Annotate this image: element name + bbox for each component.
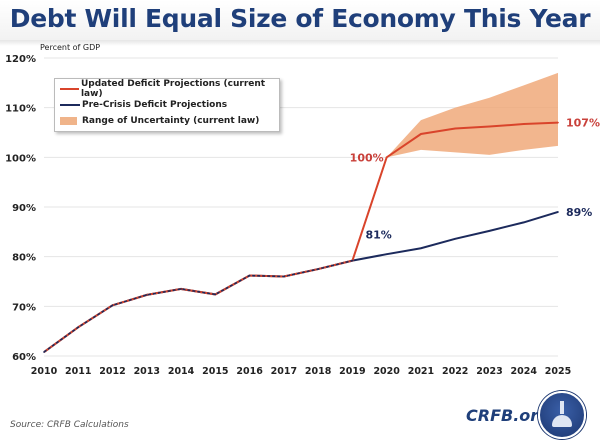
legend: Updated Deficit Projections (current law… <box>54 78 280 132</box>
legend-label-range: Range of Uncertainty (current law) <box>82 116 260 126</box>
legend-label-precrisis: Pre-Crisis Deficit Projections <box>82 100 228 110</box>
point-precrisis-2013 <box>146 294 148 296</box>
x-tick-label: 2015 <box>202 366 228 377</box>
x-tick-label: 2017 <box>271 366 297 377</box>
title-divider <box>0 40 600 46</box>
point-precrisis-2020 <box>385 253 388 255</box>
line-historical-overlap <box>43 259 353 353</box>
y-tick-label: 60% <box>12 352 36 363</box>
point-precrisis-2024 <box>522 221 525 224</box>
data-label-updated-2020: 100% <box>350 151 384 164</box>
x-tick-label: 2022 <box>442 366 468 377</box>
legend-swatch-updated <box>60 88 79 90</box>
y-axis-label: Percent of GDP <box>40 43 101 52</box>
logo-spire <box>560 401 564 414</box>
legend-swatch-precrisis <box>60 104 80 106</box>
point-precrisis-2022 <box>454 237 457 240</box>
y-tick-label: 80% <box>12 253 36 264</box>
chart-title: Debt Will Equal Size of Economy This Yea… <box>0 0 600 40</box>
x-tick-label: 2025 <box>545 366 571 377</box>
x-tick-label: 2011 <box>65 366 91 377</box>
point-updated-2025 <box>557 121 559 124</box>
y-tick-label: 110% <box>5 104 36 115</box>
uncertainty-band <box>386 72 558 158</box>
x-tick-label: 2020 <box>373 366 400 377</box>
data-label-precrisis-2020: 81% <box>365 229 391 242</box>
line-precrisis <box>43 211 559 353</box>
y-tick-label: 90% <box>12 203 36 214</box>
legend-item-precrisis: Pre-Crisis Deficit Projections <box>60 98 227 112</box>
brand-link[interactable]: CRFB.org <box>466 406 550 425</box>
legend-swatch-range <box>60 117 77 125</box>
y-tick-label: 100% <box>5 153 36 164</box>
point-precrisis-2025 <box>557 211 559 213</box>
point-updated-2020 <box>385 156 388 159</box>
legend-item-range: Range of Uncertainty (current law) <box>60 114 259 128</box>
point-updated-2021 <box>420 133 422 135</box>
point-precrisis-2010 <box>43 351 45 353</box>
series-lines <box>43 121 559 353</box>
point-precrisis-2017 <box>283 275 285 278</box>
source-note: Source: CRFB Calculations <box>10 420 129 430</box>
logo-dome <box>552 415 572 427</box>
point-precrisis-2011 <box>77 326 80 328</box>
legend-item-updated: Updated Deficit Projections (current law… <box>60 79 279 99</box>
point-updated-2022 <box>454 127 457 130</box>
point-precrisis-2012 <box>111 304 114 307</box>
x-tick-label: 2018 <box>305 366 332 377</box>
point-updated-2023 <box>488 125 491 128</box>
data-label-precrisis-2025: 89% <box>566 206 592 219</box>
x-tick-label: 2010 <box>31 366 58 377</box>
y-tick-label: 70% <box>12 302 36 313</box>
point-precrisis-2014 <box>180 288 182 290</box>
annotations: 100% 107% 81% 89% <box>350 117 600 242</box>
point-precrisis-2015 <box>214 293 217 296</box>
x-tick-label: 2019 <box>339 366 365 377</box>
point-precrisis-2023 <box>488 230 491 232</box>
x-tick-label: 2013 <box>134 366 160 377</box>
point-precrisis-2016 <box>248 274 251 277</box>
legend-label-updated: Updated Deficit Projections (current law… <box>80 79 266 99</box>
point-precrisis-2021 <box>420 247 422 250</box>
x-tick-labels: 2010 2011 2012 2013 2014 2015 2016 2017 2018 2019… <box>31 366 571 377</box>
x-tick-label: 2021 <box>408 366 434 377</box>
x-tick-label: 2023 <box>476 366 502 377</box>
x-tick-label: 2016 <box>236 366 263 377</box>
uncertainty-range <box>386 72 558 158</box>
x-tick-label: 2014 <box>168 366 195 377</box>
point-precrisis-2019 <box>351 259 354 262</box>
y-tick-labels: 60% 70% 80% 90% 100% 110% 120% <box>5 54 36 363</box>
point-updated-2024 <box>522 123 525 125</box>
data-label-updated-2025: 107% <box>566 117 600 130</box>
x-tick-label: 2024 <box>511 366 538 377</box>
crfb-logo-icon <box>538 391 586 439</box>
x-tick-label: 2012 <box>99 366 125 377</box>
y-tick-label: 120% <box>5 54 36 65</box>
point-precrisis-2018 <box>317 268 319 270</box>
